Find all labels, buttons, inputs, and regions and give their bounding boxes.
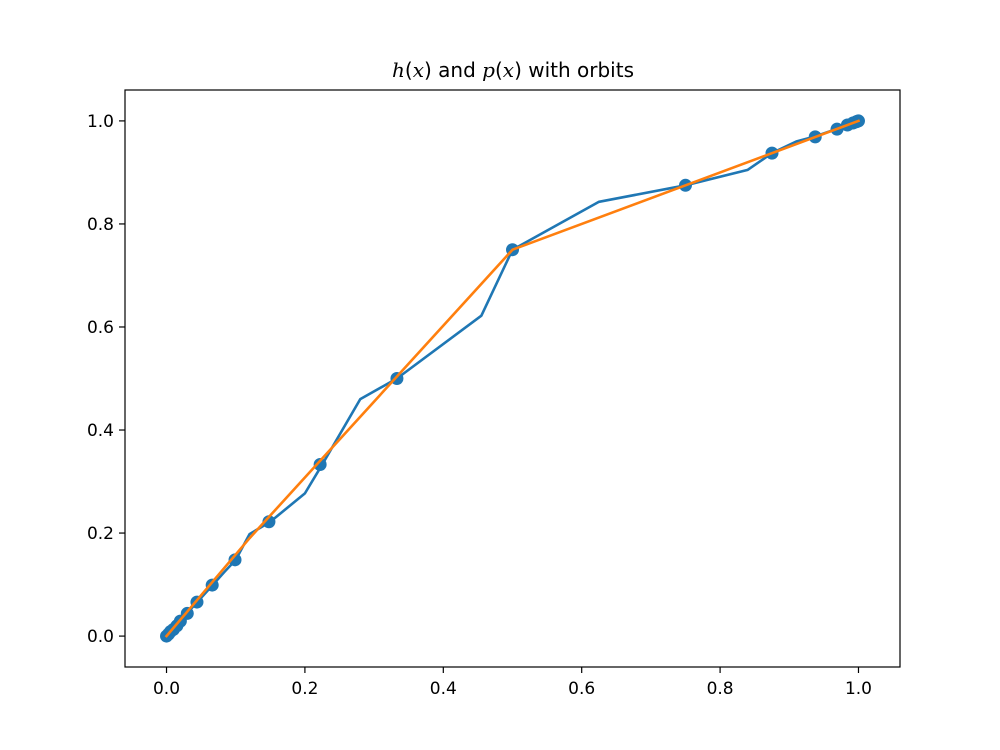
series-line-1 [164, 119, 861, 638]
y-axis: 0.0 0.2 0.4 0.6 0.8 1.0 [87, 112, 125, 647]
x-tick-label: 0.4 [430, 679, 457, 699]
scatter-point [228, 553, 242, 567]
y-tick-label: 0.8 [87, 215, 114, 235]
y-tick-label: 0.0 [87, 627, 114, 647]
x-tick-label: 0.0 [153, 679, 180, 699]
title-part: ( [405, 58, 413, 82]
x-tick-label: 0.2 [291, 679, 318, 699]
plot-background [125, 90, 900, 667]
x-axis: 0.0 0.2 0.4 0.6 0.8 1.0 [153, 667, 872, 699]
y-tick-label: 0.4 [87, 421, 114, 441]
title-part: ) with orbits [514, 58, 634, 82]
title-part: ) and [424, 58, 482, 82]
y-tick-label: 0.6 [87, 318, 114, 338]
title-part: p [482, 58, 495, 82]
scatter-point [262, 515, 276, 529]
x-tick-label: 0.6 [568, 679, 595, 699]
scatter-point [205, 578, 219, 592]
axes-frame [124, 89, 901, 668]
title-part: x [503, 58, 514, 82]
chart-title: h(x) and p(x) with orbits [392, 58, 634, 82]
x-tick-label: 1.0 [845, 679, 872, 699]
title-part: x [413, 58, 424, 82]
plot-area [125, 90, 900, 667]
y-tick-label: 1.0 [87, 112, 114, 132]
scatter-point [313, 458, 327, 472]
x-tick-label: 0.8 [707, 679, 734, 699]
series-layer [160, 114, 865, 643]
title-part: h [392, 58, 405, 82]
y-tick-label: 0.2 [87, 524, 114, 544]
title-part: ( [495, 58, 503, 82]
